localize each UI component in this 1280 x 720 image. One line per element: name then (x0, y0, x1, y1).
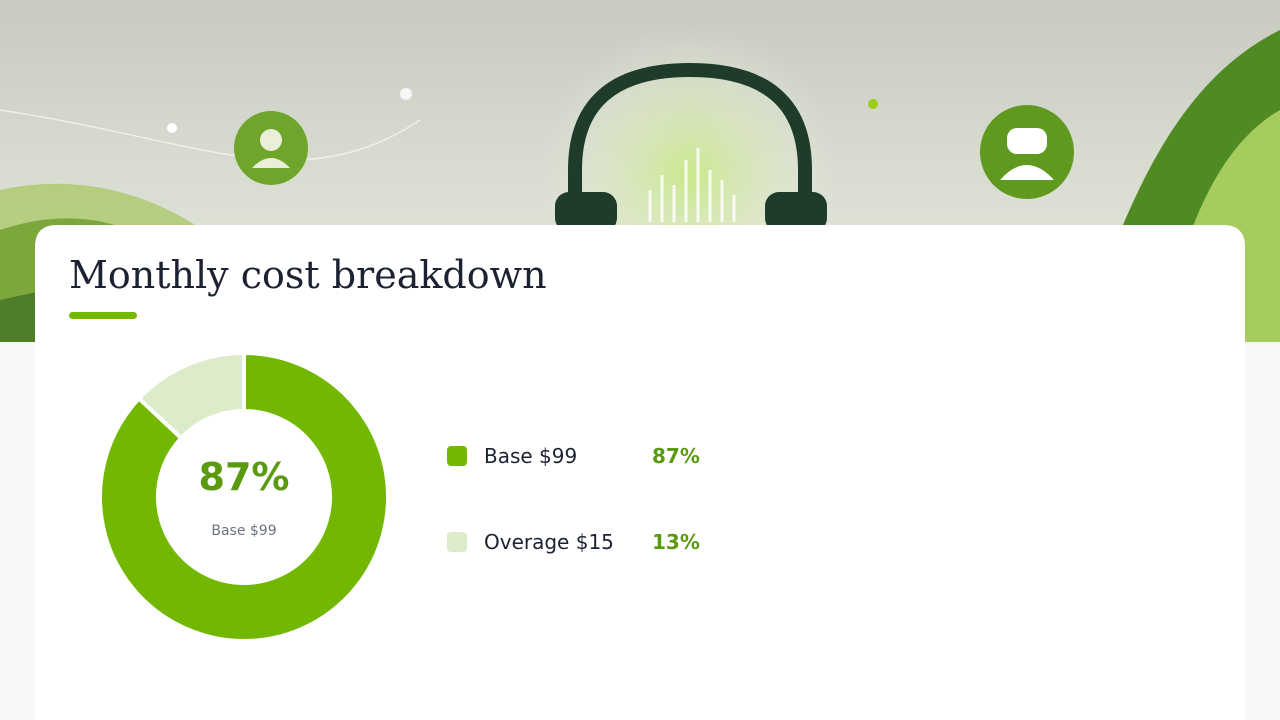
center-label: Base $99 (211, 523, 276, 539)
donut (98, 350, 390, 643)
legend-label: Overage $15 (484, 530, 614, 554)
legend-label: Base $99 (484, 444, 577, 468)
chart-title: Monthly cost breakdown (69, 253, 547, 297)
legend-value: 13% (652, 530, 700, 554)
title-underline (69, 312, 137, 319)
donut-slice (136, 350, 246, 441)
center-value: 87% (199, 455, 290, 499)
legend-swatch (447, 532, 467, 552)
legend-value: 87% (652, 444, 700, 468)
donut-slice (98, 350, 390, 643)
legend-swatch (447, 446, 467, 466)
legend: Base $99 87% Overage $15 13% (447, 444, 700, 554)
